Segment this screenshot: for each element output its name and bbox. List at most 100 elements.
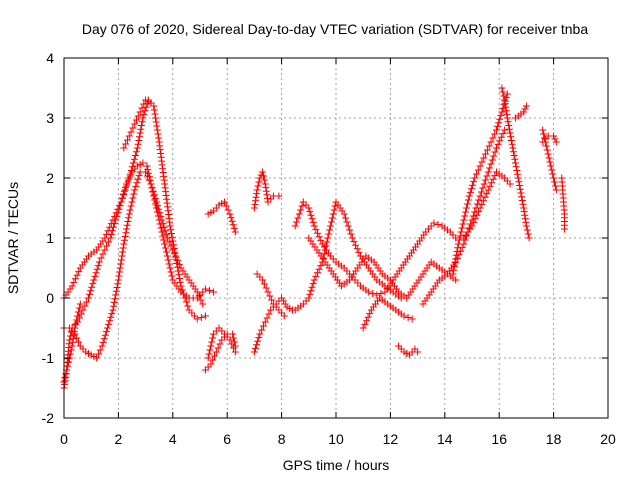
data-point xyxy=(107,220,115,228)
data-point xyxy=(451,259,459,267)
data-point xyxy=(326,226,334,234)
data-point xyxy=(512,163,520,171)
data-point xyxy=(515,178,523,186)
x-tick-label: 10 xyxy=(328,431,344,447)
data-point xyxy=(133,144,141,152)
data-point xyxy=(340,210,348,218)
data-point xyxy=(145,176,153,184)
data-point xyxy=(348,234,356,242)
data-point xyxy=(169,241,177,249)
data-point xyxy=(486,182,494,190)
data-point xyxy=(148,184,156,192)
data-point xyxy=(483,172,491,180)
data-point xyxy=(510,152,518,159)
data-point xyxy=(321,246,329,254)
data-point xyxy=(86,290,94,298)
y-tick-label: 4 xyxy=(46,50,54,66)
data-point xyxy=(482,150,490,158)
data-point xyxy=(457,228,465,236)
data-point xyxy=(506,180,514,188)
data-point xyxy=(503,90,511,98)
data-point xyxy=(522,222,530,230)
data-point xyxy=(139,114,147,122)
data-point xyxy=(481,193,489,201)
data-point xyxy=(109,216,117,224)
data-point xyxy=(475,208,483,216)
data-point xyxy=(463,200,471,208)
data-point xyxy=(153,126,161,134)
data-point xyxy=(109,306,117,314)
data-point xyxy=(209,356,217,364)
data-point xyxy=(260,176,268,184)
data-point xyxy=(76,300,84,308)
data-point xyxy=(222,202,230,210)
data-point xyxy=(156,209,164,217)
data-point xyxy=(68,342,76,350)
data-point xyxy=(479,184,487,192)
data-point xyxy=(133,116,141,124)
data-point xyxy=(327,222,335,230)
data-point xyxy=(404,314,412,321)
data-point xyxy=(253,186,261,194)
data-point xyxy=(496,115,504,123)
x-tick-label: 0 xyxy=(60,431,68,447)
data-point xyxy=(479,197,487,205)
x-tick-label: 6 xyxy=(223,431,231,447)
data-point xyxy=(177,282,185,290)
data-point xyxy=(161,227,169,235)
x-axis-label: GPS time / hours xyxy=(283,457,390,473)
data-point xyxy=(315,233,323,241)
data-point xyxy=(140,110,148,118)
data-point xyxy=(492,144,500,152)
data-point xyxy=(278,294,286,302)
data-point xyxy=(474,166,482,174)
data-point xyxy=(343,218,351,226)
data-point xyxy=(65,358,73,366)
data-point xyxy=(125,214,133,222)
data-point xyxy=(454,244,462,252)
x-tick-label: 14 xyxy=(437,431,453,447)
data-point xyxy=(167,230,175,237)
data-point xyxy=(468,222,476,230)
data-point xyxy=(201,285,209,293)
data-point xyxy=(73,316,81,324)
data-point xyxy=(128,198,136,206)
data-point xyxy=(470,178,478,186)
data-point xyxy=(511,155,519,163)
data-point xyxy=(483,146,491,154)
data-point xyxy=(126,206,134,214)
data-point xyxy=(114,280,122,288)
data-point xyxy=(524,230,532,238)
data-point xyxy=(251,200,259,208)
data-point xyxy=(255,334,263,342)
data-point xyxy=(101,246,109,254)
data-point xyxy=(123,225,131,233)
data-point xyxy=(323,238,331,246)
data-point xyxy=(560,225,568,233)
data-point xyxy=(503,110,511,118)
data-point xyxy=(129,159,137,167)
data-point xyxy=(547,162,555,170)
data-point xyxy=(119,244,127,252)
data-point xyxy=(520,208,528,216)
data-point xyxy=(453,248,461,255)
data-point xyxy=(116,268,124,276)
data-point xyxy=(171,248,179,256)
data-point xyxy=(176,275,184,282)
data-point xyxy=(366,310,374,318)
data-point xyxy=(350,238,358,246)
data-point xyxy=(151,110,159,118)
data-point xyxy=(216,340,224,348)
data-point xyxy=(466,188,474,196)
data-point xyxy=(122,229,130,237)
data-point xyxy=(369,290,377,297)
data-point xyxy=(450,263,458,270)
data-point xyxy=(132,182,140,190)
data-point xyxy=(259,276,267,284)
data-point xyxy=(106,223,114,231)
y-axis-label: SDTVAR / TECUs xyxy=(5,182,21,294)
data-point xyxy=(504,118,512,126)
data-point xyxy=(502,103,510,111)
data-point xyxy=(160,236,168,244)
data-point xyxy=(127,167,135,174)
